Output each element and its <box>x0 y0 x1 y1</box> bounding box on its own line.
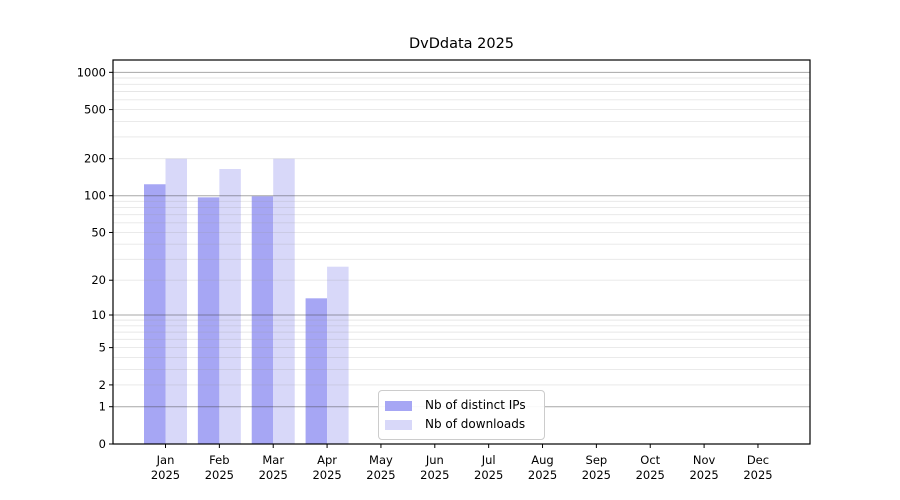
x-tick-label-month: Dec <box>747 453 769 467</box>
bar-mar-distinct-ips <box>251 196 274 444</box>
y-tick-label: 100 <box>84 189 106 203</box>
x-tick-label-year: 2025 <box>474 468 503 482</box>
x-tick-label-month: Jan <box>156 453 175 467</box>
x-tick-label-month: Jul <box>481 453 496 467</box>
y-tick-label: 1000 <box>77 65 106 79</box>
x-tick-label-year: 2025 <box>743 468 772 482</box>
y-tick-label: 1 <box>99 400 106 414</box>
x-tick-label-year: 2025 <box>636 468 665 482</box>
bar-mar-downloads <box>273 158 295 444</box>
legend-swatch-downloads <box>385 419 412 430</box>
x-tick-label-month: Mar <box>262 453 284 467</box>
x-tick-label-month: Jun <box>425 453 444 467</box>
x-tick-label-year: 2025 <box>420 468 449 482</box>
y-tick-label: 500 <box>84 103 106 117</box>
x-tick-label-month: Oct <box>640 453 660 467</box>
bar-jan-distinct-ips <box>144 184 166 444</box>
legend-swatch-distinct-ips <box>385 400 412 411</box>
x-tick-label-month: Feb <box>209 453 229 467</box>
bar-feb-downloads <box>219 169 241 444</box>
x-tick-label-month: Nov <box>693 453 716 467</box>
legend-label-distinct-ips: Nb of distinct IPs <box>425 398 526 412</box>
x-tick-label-year: 2025 <box>366 468 395 482</box>
bar-apr-downloads <box>327 266 349 444</box>
bar-jan-downloads <box>165 158 187 444</box>
chart-title: DvDdata 2025 <box>408 36 515 52</box>
y-tick-label: 5 <box>99 341 106 355</box>
x-tick-label-month: Sep <box>586 453 608 467</box>
y-tick-label: 200 <box>84 152 106 166</box>
x-tick-label-month: Apr <box>317 453 337 467</box>
x-tick-label-year: 2025 <box>259 468 288 482</box>
x-tick-label-year: 2025 <box>312 468 341 482</box>
legend-item-distinct-ips: Nb of distinct IPs <box>385 399 536 412</box>
y-tick-label: 20 <box>91 273 106 287</box>
x-tick-label-year: 2025 <box>205 468 234 482</box>
y-tick-label: 2 <box>99 378 106 392</box>
x-tick-label-month: May <box>369 453 393 467</box>
y-tick-label: 0 <box>99 437 106 451</box>
legend-item-downloads: Nb of downloads <box>385 418 536 431</box>
plot-frame <box>112 59 811 445</box>
x-tick-label-year: 2025 <box>582 468 611 482</box>
bar-apr-distinct-ips <box>305 298 328 444</box>
legend-label-downloads: Nb of downloads <box>425 417 526 431</box>
y-tick-label: 10 <box>91 308 106 322</box>
bar-feb-distinct-ips <box>197 197 220 444</box>
x-tick-label-year: 2025 <box>689 468 718 482</box>
y-tick-label: 50 <box>91 225 106 239</box>
x-tick-label-year: 2025 <box>151 468 180 482</box>
x-tick-label-year: 2025 <box>528 468 557 482</box>
x-tick-label-month: Aug <box>531 453 553 467</box>
legend: Nb of distinct IPs Nb of downloads <box>378 390 545 440</box>
